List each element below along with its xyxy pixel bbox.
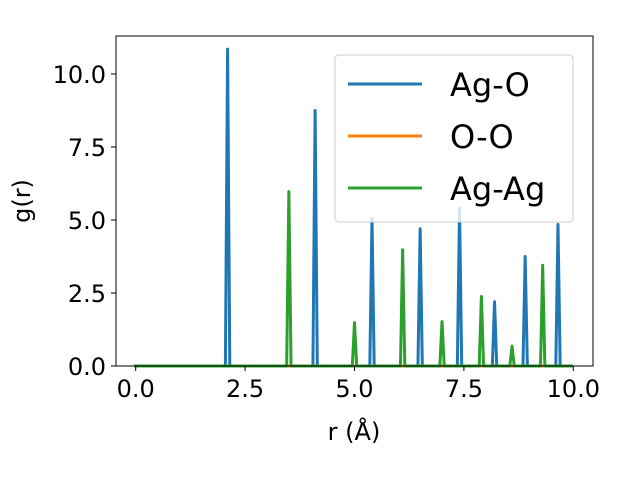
x-tick-label: 7.5 [445, 375, 483, 403]
y-axis-label: g(r) [8, 179, 36, 223]
y-tick-label: 2.5 [68, 280, 106, 308]
x-ticks: 0.0 2.5 5.0 7.5 10.0 [117, 366, 600, 403]
y-tick-label: 7.5 [68, 134, 106, 162]
legend-label-ag-ag: Ag-Ag [450, 170, 545, 208]
y-tick-label: 0.0 [68, 353, 106, 381]
legend-label-ag-o: Ag-O [450, 66, 530, 104]
x-axis-label: r (Å) [328, 417, 381, 446]
x-tick-label: 10.0 [547, 375, 600, 403]
x-tick-label: 2.5 [226, 375, 264, 403]
y-ticks: 0.0 2.5 5.0 7.5 10.0 [53, 61, 116, 381]
y-tick-label: 5.0 [68, 207, 106, 235]
legend-label-o-o: O-O [450, 118, 514, 156]
x-tick-label: 0.0 [117, 375, 155, 403]
y-tick-label: 10.0 [53, 61, 106, 89]
legend: Ag-O O-O Ag-Ag [334, 54, 574, 223]
x-tick-label: 5.0 [335, 375, 373, 403]
legend-box [334, 54, 574, 223]
